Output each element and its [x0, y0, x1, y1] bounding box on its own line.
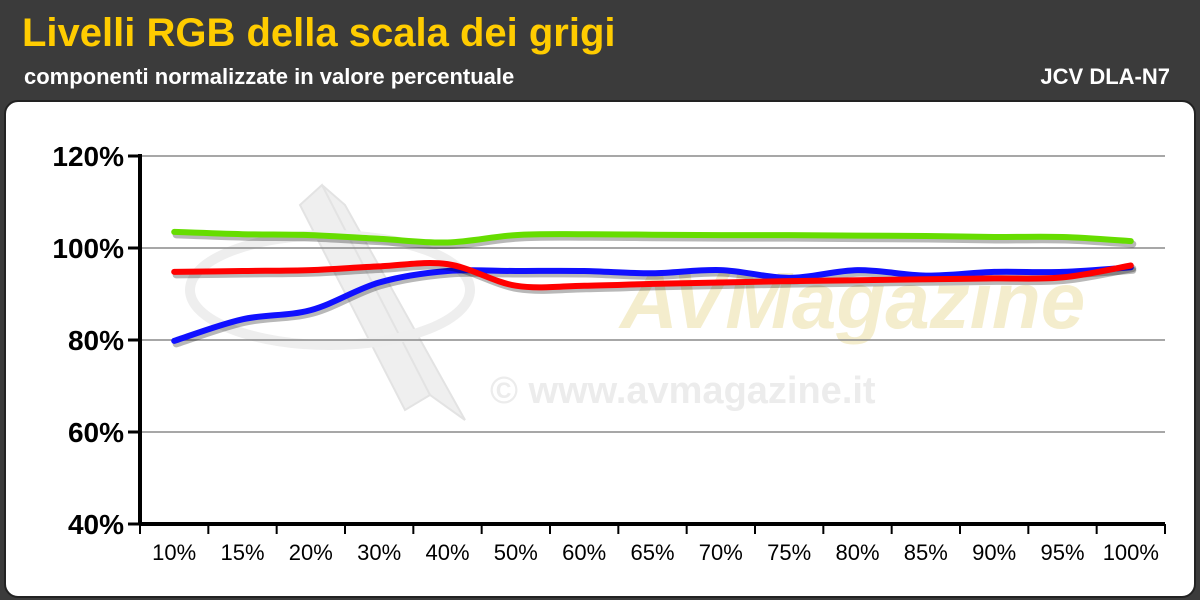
series-line-red — [171, 259, 1137, 294]
x-tick-label: 100% — [1103, 540, 1159, 565]
y-tick-label: 60% — [68, 417, 124, 448]
y-tick-label: 120% — [52, 141, 124, 172]
chart-panel — [4, 100, 1196, 598]
x-tick-label: 10% — [152, 540, 196, 565]
x-tick-label: 70% — [699, 540, 743, 565]
series-line-path — [171, 264, 1134, 344]
x-tick-label: 50% — [494, 540, 538, 565]
y-tick-label: 100% — [52, 233, 124, 264]
x-tick-label: 75% — [767, 540, 811, 565]
watermark: AVMagazine © www.avmagazine.it — [185, 183, 1085, 421]
x-tick-label: 85% — [904, 540, 948, 565]
watermark-url-text: © www.avmagazine.it — [490, 370, 876, 412]
y-tick-label: 80% — [68, 325, 124, 356]
y-tick-label: 40% — [68, 509, 124, 540]
x-tick-label: 30% — [357, 540, 401, 565]
x-axis: 10% 15% 20% 30% 40% 50% 60% 65% 70% 75% 80% 85% 90% 9… — [139, 522, 1166, 565]
x-tick-label: 20% — [289, 540, 333, 565]
y-axis: 40% 60% 80% 100% 120% — [52, 141, 142, 540]
x-tick-label: 40% — [425, 540, 469, 565]
grid-lines — [140, 155, 1165, 433]
x-tick-label: 15% — [220, 540, 264, 565]
x-tick-label: 80% — [835, 540, 879, 565]
series-lines — [171, 228, 1137, 348]
device-name: JCV DLA-N7 — [1040, 64, 1170, 89]
series-line-path — [171, 228, 1134, 246]
chart-header: Livelli RGB della scala dei grigi compon… — [0, 0, 1200, 100]
chart-subtitle: componenti normalizzate in valore percen… — [24, 64, 515, 89]
x-tick-label: 65% — [630, 540, 674, 565]
chart-title: Livelli RGB della scala dei grigi — [22, 11, 616, 55]
series-line-path — [171, 259, 1134, 291]
x-tick-label: 90% — [972, 540, 1016, 565]
series-line-green — [171, 228, 1137, 250]
x-tick-label: 60% — [562, 540, 606, 565]
series-line-shadow — [172, 262, 1137, 294]
x-tick-label: 95% — [1040, 540, 1084, 565]
